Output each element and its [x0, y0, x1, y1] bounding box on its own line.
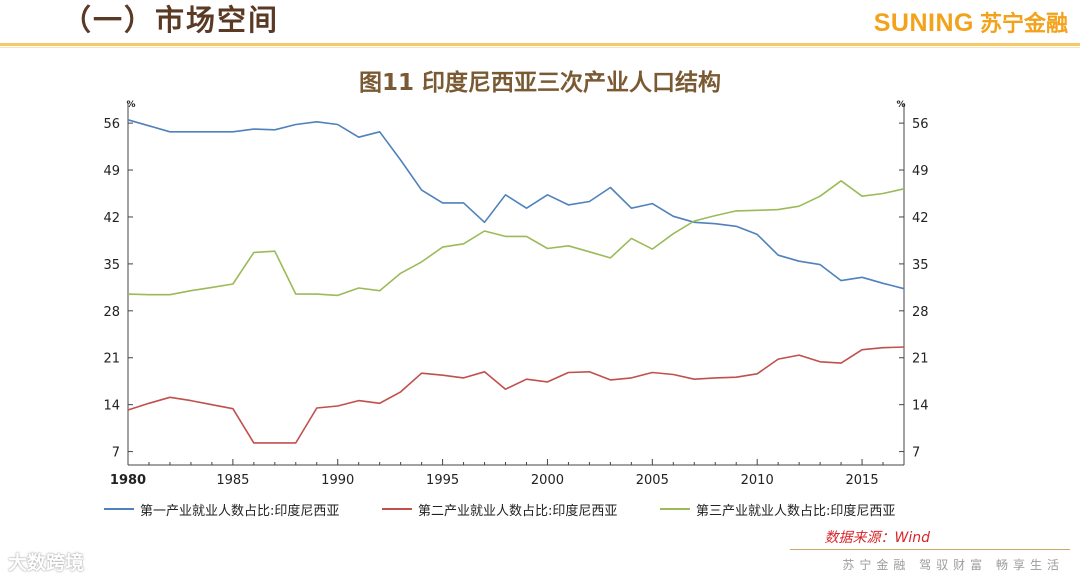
x-tick-label: 2005 [636, 473, 669, 488]
y-tick-label-right: 7 [912, 446, 920, 461]
series-line-2 [127, 346, 905, 444]
y-unit-left: % [126, 100, 135, 110]
legend-item-primary: 第一产业就业人数占比:印度尼西亚 [104, 498, 339, 520]
x-tick-label: 1995 [426, 473, 459, 488]
y-tick-label-left: 28 [103, 305, 120, 320]
legend-label-secondary: 第二产业就业人数占比:印度尼西亚 [418, 503, 618, 519]
y-tick-label-right: 56 [912, 117, 929, 132]
y-tick-label-left: 56 [103, 117, 120, 132]
x-tick-label: 1985 [216, 473, 249, 488]
watermark: 大数跨境 [8, 552, 85, 574]
series-line-1 [127, 119, 905, 290]
y-tick-label-right: 28 [912, 305, 929, 320]
header-divider-thin [0, 47, 1080, 48]
header-divider [0, 43, 1080, 46]
legend-swatch-primary [104, 508, 134, 510]
x-tick-label: 2015 [846, 473, 879, 488]
series-line-3 [127, 180, 905, 297]
y-tick-label-left: 42 [103, 211, 120, 226]
x-tick-label: 1980 [110, 473, 146, 488]
y-tick-label-right: 49 [912, 164, 929, 179]
y-tick-label-left: 49 [103, 164, 120, 179]
x-tick-label: 2000 [531, 473, 564, 488]
chart-title: 图11 印度尼西亚三次产业人口结构 [358, 70, 721, 96]
suning-logo: SUNING 苏宁金融 [874, 6, 1068, 38]
legend-item-tertiary: 第三产业就业人数占比:印度尼西亚 [660, 498, 895, 520]
y-tick-label-left: 14 [103, 399, 120, 414]
legend-item-secondary: 第二产业就业人数占比:印度尼西亚 [382, 498, 617, 520]
y-unit-right: % [896, 100, 905, 110]
y-tick-label-right: 42 [912, 211, 929, 226]
legend-swatch-secondary [382, 508, 412, 510]
y-tick-label-left: 21 [103, 352, 120, 367]
logo-text-cn: 苏宁金融 [979, 12, 1068, 37]
y-tick-label-right: 35 [912, 258, 929, 273]
footer-slogan: 苏宁金融 驾驭财富 畅享生活 [842, 558, 1064, 572]
legend-label-tertiary: 第三产业就业人数占比:印度尼西亚 [696, 503, 896, 519]
logo-text-en: SUNING [873, 9, 974, 37]
x-tick-label: 2010 [741, 473, 774, 488]
y-tick-label-right: 14 [912, 399, 929, 414]
data-source: 数据来源：Wind [824, 530, 931, 546]
legend-swatch-tertiary [660, 508, 690, 510]
y-tick-label-left: 35 [103, 258, 120, 273]
footer-divider [790, 549, 1070, 550]
legend-label-primary: 第一产业就业人数占比:印度尼西亚 [140, 503, 340, 519]
section-title: （一）市场空间 [62, 3, 280, 37]
x-tick-label: 1990 [321, 473, 354, 488]
y-tick-label-right: 21 [912, 352, 929, 367]
y-tick-label-left: 7 [112, 446, 120, 461]
